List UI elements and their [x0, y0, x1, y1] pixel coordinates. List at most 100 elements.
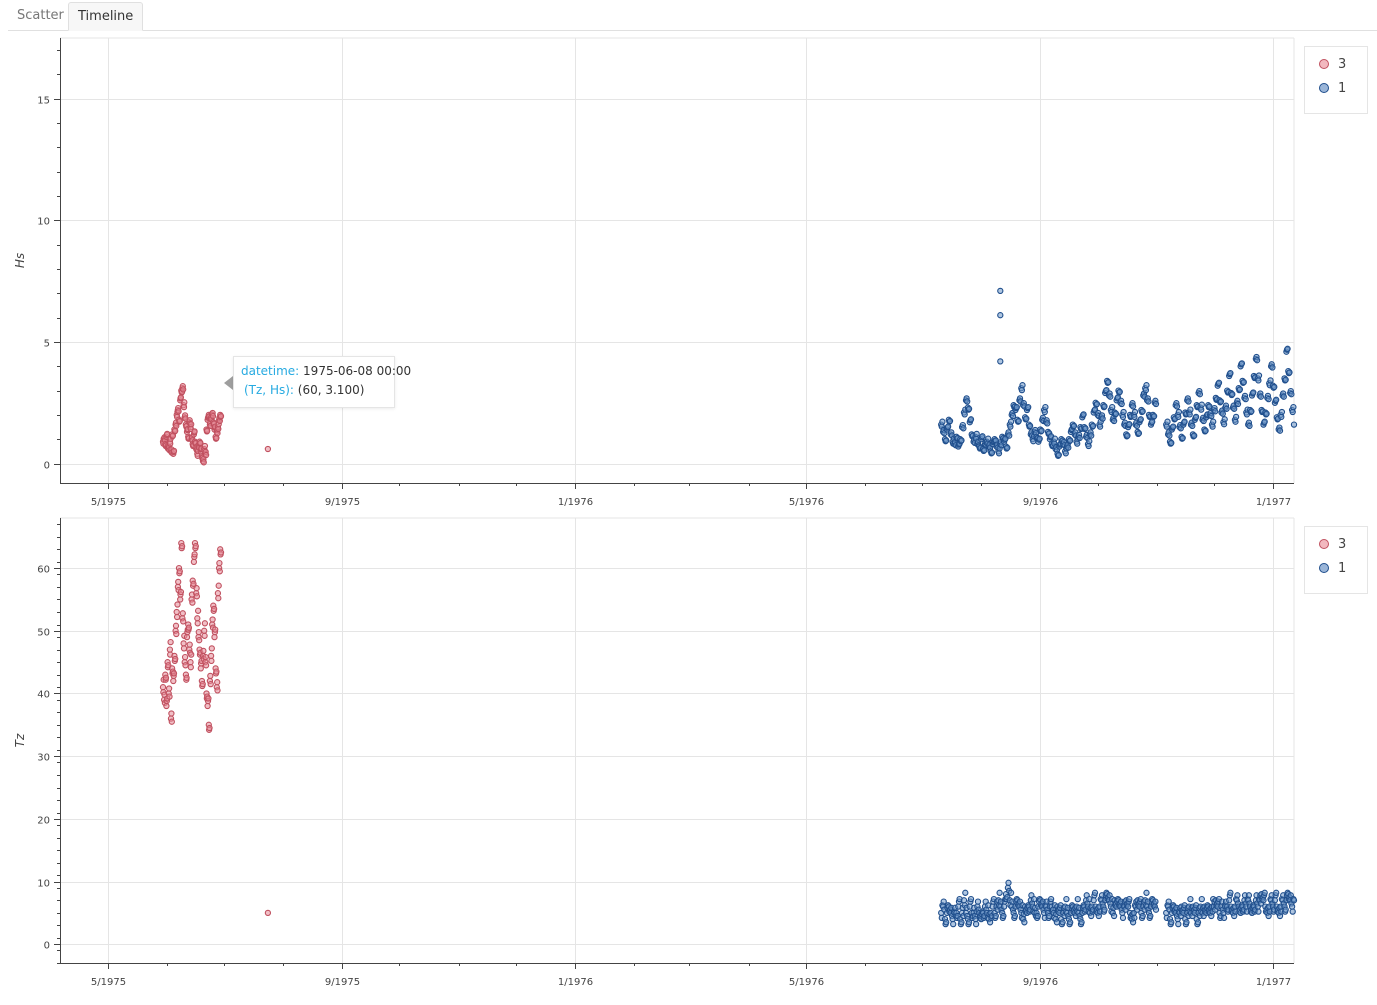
x-tick-label: 9/1976 [1023, 977, 1058, 988]
data-point-series-3 [168, 718, 175, 725]
data-point-series-1 [1076, 434, 1083, 442]
data-point-series-1 [964, 398, 971, 405]
data-point-series-1 [1047, 895, 1055, 903]
data-point-series-3 [208, 657, 215, 665]
tab-scatter[interactable]: Scatter [17, 8, 64, 23]
data-point-series-1 [1000, 903, 1008, 910]
data-point-series-1 [1009, 412, 1017, 420]
data-point-series-1 [1210, 418, 1217, 425]
data-point-series-1 [1217, 398, 1225, 405]
data-point-series-3 [190, 580, 197, 587]
data-point-series-3 [177, 394, 185, 401]
data-point-series-3 [201, 620, 209, 627]
data-point-series-3 [177, 588, 185, 596]
data-point-series-3 [210, 605, 218, 613]
data-point-series-1 [1215, 379, 1223, 386]
legend-swatch-series-1 [1319, 562, 1329, 573]
data-point-series-1 [1289, 408, 1296, 416]
data-point-series-3 [201, 627, 208, 634]
data-point-series-1 [1065, 444, 1072, 451]
data-point-series-1 [1145, 398, 1152, 405]
data-point-series-1 [1271, 897, 1279, 904]
tz-panel: 5/1975 9/1975 1/1976 5/1976 9/1976 1/1977 0 10 2… [13, 517, 1298, 988]
y-tick-label: 30 [37, 753, 50, 764]
data-point-series-1 [1023, 415, 1030, 422]
data-point-series-3 [173, 630, 180, 638]
legend-item-series-1[interactable]: 1 [1319, 559, 1346, 579]
data-point-series-1 [1005, 879, 1012, 886]
data-point-series-1 [1220, 914, 1228, 922]
data-point-series-1 [1105, 378, 1112, 386]
data-point-series-3 [186, 641, 193, 648]
data-point-series-1 [985, 435, 992, 442]
tooltip-row-datetime: datetime: 1975-06-08 00:00 [241, 364, 411, 378]
data-point-series-3 [180, 618, 187, 625]
data-point-series-1 [1089, 422, 1097, 430]
legend-label: 3 [1338, 537, 1347, 552]
data-point-series-3 [180, 640, 187, 647]
data-point-series-1 [1227, 889, 1234, 896]
data-point-series-1 [988, 449, 996, 456]
data-point-series-1 [1082, 425, 1089, 432]
data-point-series-1 [1093, 400, 1101, 408]
tab-timeline[interactable]: Timeline [68, 2, 144, 31]
legend-swatch-series-3 [1319, 58, 1329, 69]
data-point-series-1 [1126, 421, 1133, 428]
data-point-series-1 [1080, 411, 1087, 418]
data-point-series-3 [192, 543, 199, 550]
data-point-series-3 [189, 599, 196, 606]
tooltip-arrow-icon [224, 376, 233, 390]
y-tick-label: 20 [37, 816, 50, 827]
data-point-series-3 [177, 596, 184, 603]
data-point-series-1 [1276, 427, 1284, 434]
data-point-series-3 [202, 662, 210, 669]
data-point-series-1 [1170, 423, 1177, 430]
data-point-series-1 [1165, 898, 1172, 905]
data-point-series-1 [1192, 413, 1200, 421]
data-point-series-1 [1143, 382, 1150, 389]
data-point-series-1 [1248, 408, 1255, 415]
data-point-series-1 [1288, 391, 1295, 398]
data-point-series-3 [180, 645, 188, 652]
data-point-series-1 [1194, 919, 1202, 926]
data-point-series-1 [973, 430, 980, 438]
data-point-series-1 [996, 889, 1003, 896]
data-point-series-1 [965, 919, 973, 926]
data-point-series-3 [199, 680, 206, 688]
data-point-series-3 [191, 551, 198, 558]
data-point-series-1 [1139, 408, 1146, 415]
data-point-series-1 [1030, 895, 1038, 903]
data-point-series-1 [1007, 889, 1015, 896]
data-point-series-1 [997, 312, 1004, 319]
data-point-series-1 [1013, 403, 1020, 411]
data-point-series-1 [1124, 432, 1131, 439]
data-point-series-1 [1245, 892, 1253, 899]
data-point-series-3 [213, 668, 220, 675]
data-point-series-3 [202, 653, 209, 661]
data-point-series-3 [215, 582, 222, 589]
data-point-series-3 [181, 399, 188, 406]
data-point-series-3 [209, 616, 216, 623]
data-point-series-1 [1110, 912, 1118, 920]
data-point-series-3 [166, 646, 174, 653]
data-point-series-1 [1164, 418, 1171, 425]
data-point-series-1 [1198, 895, 1205, 903]
data-point-series-1 [1126, 895, 1133, 903]
data-point-series-1 [1025, 403, 1032, 411]
data-point-series-1 [1187, 895, 1194, 903]
data-point-series-3 [193, 593, 201, 600]
legend-item-series-1[interactable]: 1 [1319, 79, 1346, 99]
data-point-series-3 [168, 710, 175, 717]
data-point-series-1 [1038, 427, 1045, 434]
legend-item-series-3[interactable]: 3 [1319, 535, 1346, 555]
data-point-series-3 [159, 684, 167, 691]
data-point-series-1 [1163, 423, 1170, 430]
data-point-series-3 [173, 422, 180, 430]
data-point-series-3 [209, 412, 217, 420]
data-point-series-3 [200, 647, 207, 655]
legend-item-series-3[interactable]: 3 [1319, 55, 1346, 75]
data-point-series-1 [1000, 912, 1007, 920]
data-point-series-1 [1152, 400, 1160, 408]
data-point-series-1 [1173, 403, 1181, 410]
data-point-series-1 [1044, 420, 1051, 427]
